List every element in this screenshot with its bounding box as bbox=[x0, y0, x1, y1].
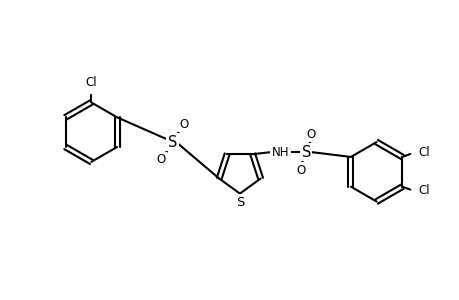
Text: S: S bbox=[235, 196, 244, 208]
Text: O: O bbox=[296, 164, 305, 176]
Text: Cl: Cl bbox=[417, 184, 429, 197]
Text: Cl: Cl bbox=[417, 146, 429, 160]
Text: O: O bbox=[179, 118, 189, 131]
Text: O: O bbox=[156, 153, 165, 167]
Text: Cl: Cl bbox=[85, 76, 97, 88]
Text: O: O bbox=[306, 128, 315, 141]
Text: S: S bbox=[168, 135, 177, 150]
Text: NH: NH bbox=[271, 146, 289, 159]
Text: S: S bbox=[301, 145, 310, 160]
